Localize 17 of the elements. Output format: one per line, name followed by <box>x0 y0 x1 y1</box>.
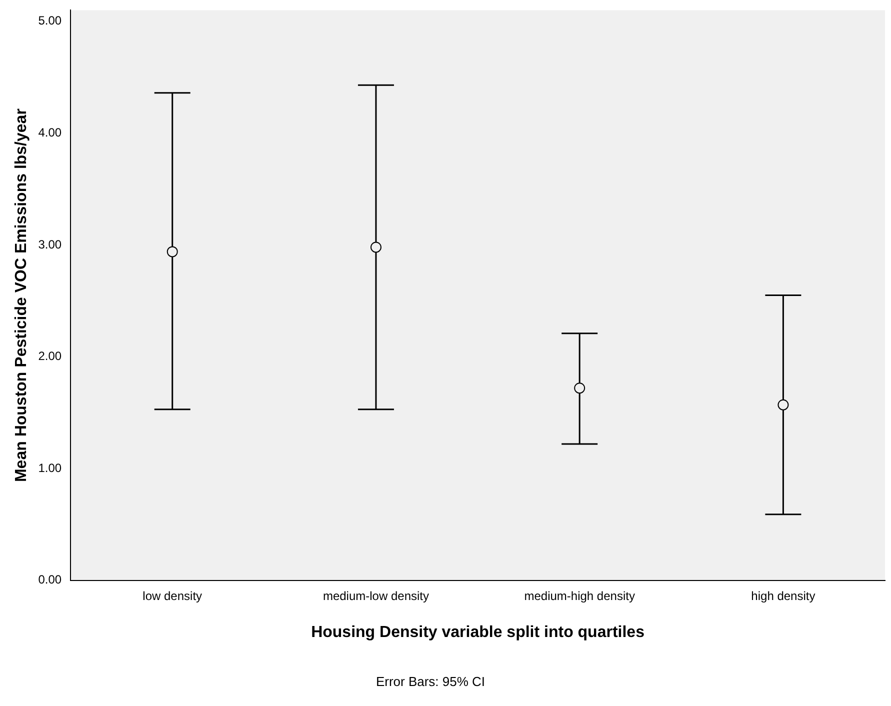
x-tick-label: high density <box>751 588 816 603</box>
point <box>166 246 178 258</box>
point <box>370 242 382 253</box>
y-tick-label: 5.00 <box>38 14 62 28</box>
y-tick-label: 3.00 <box>38 237 62 252</box>
y-axis-title: Mean Houston Pesticide VOC Emissions lbs/year <box>13 108 30 482</box>
point <box>778 399 789 410</box>
x-tick-label: medium-high density <box>524 588 635 603</box>
x-tick-label: low density <box>142 588 202 603</box>
y-tick-label: 0.00 <box>38 572 62 587</box>
y-tick-label: 1.00 <box>38 460 62 475</box>
y-tick-label: 2.00 <box>38 349 62 364</box>
x-tick-label: medium-low density <box>322 588 429 603</box>
y-tick-label: 4.00 <box>38 125 62 140</box>
point <box>574 382 586 394</box>
text: Error Bars: 95% CI <box>376 674 486 689</box>
x-axis-title: Housing Density variable split into quartiles <box>311 624 645 641</box>
